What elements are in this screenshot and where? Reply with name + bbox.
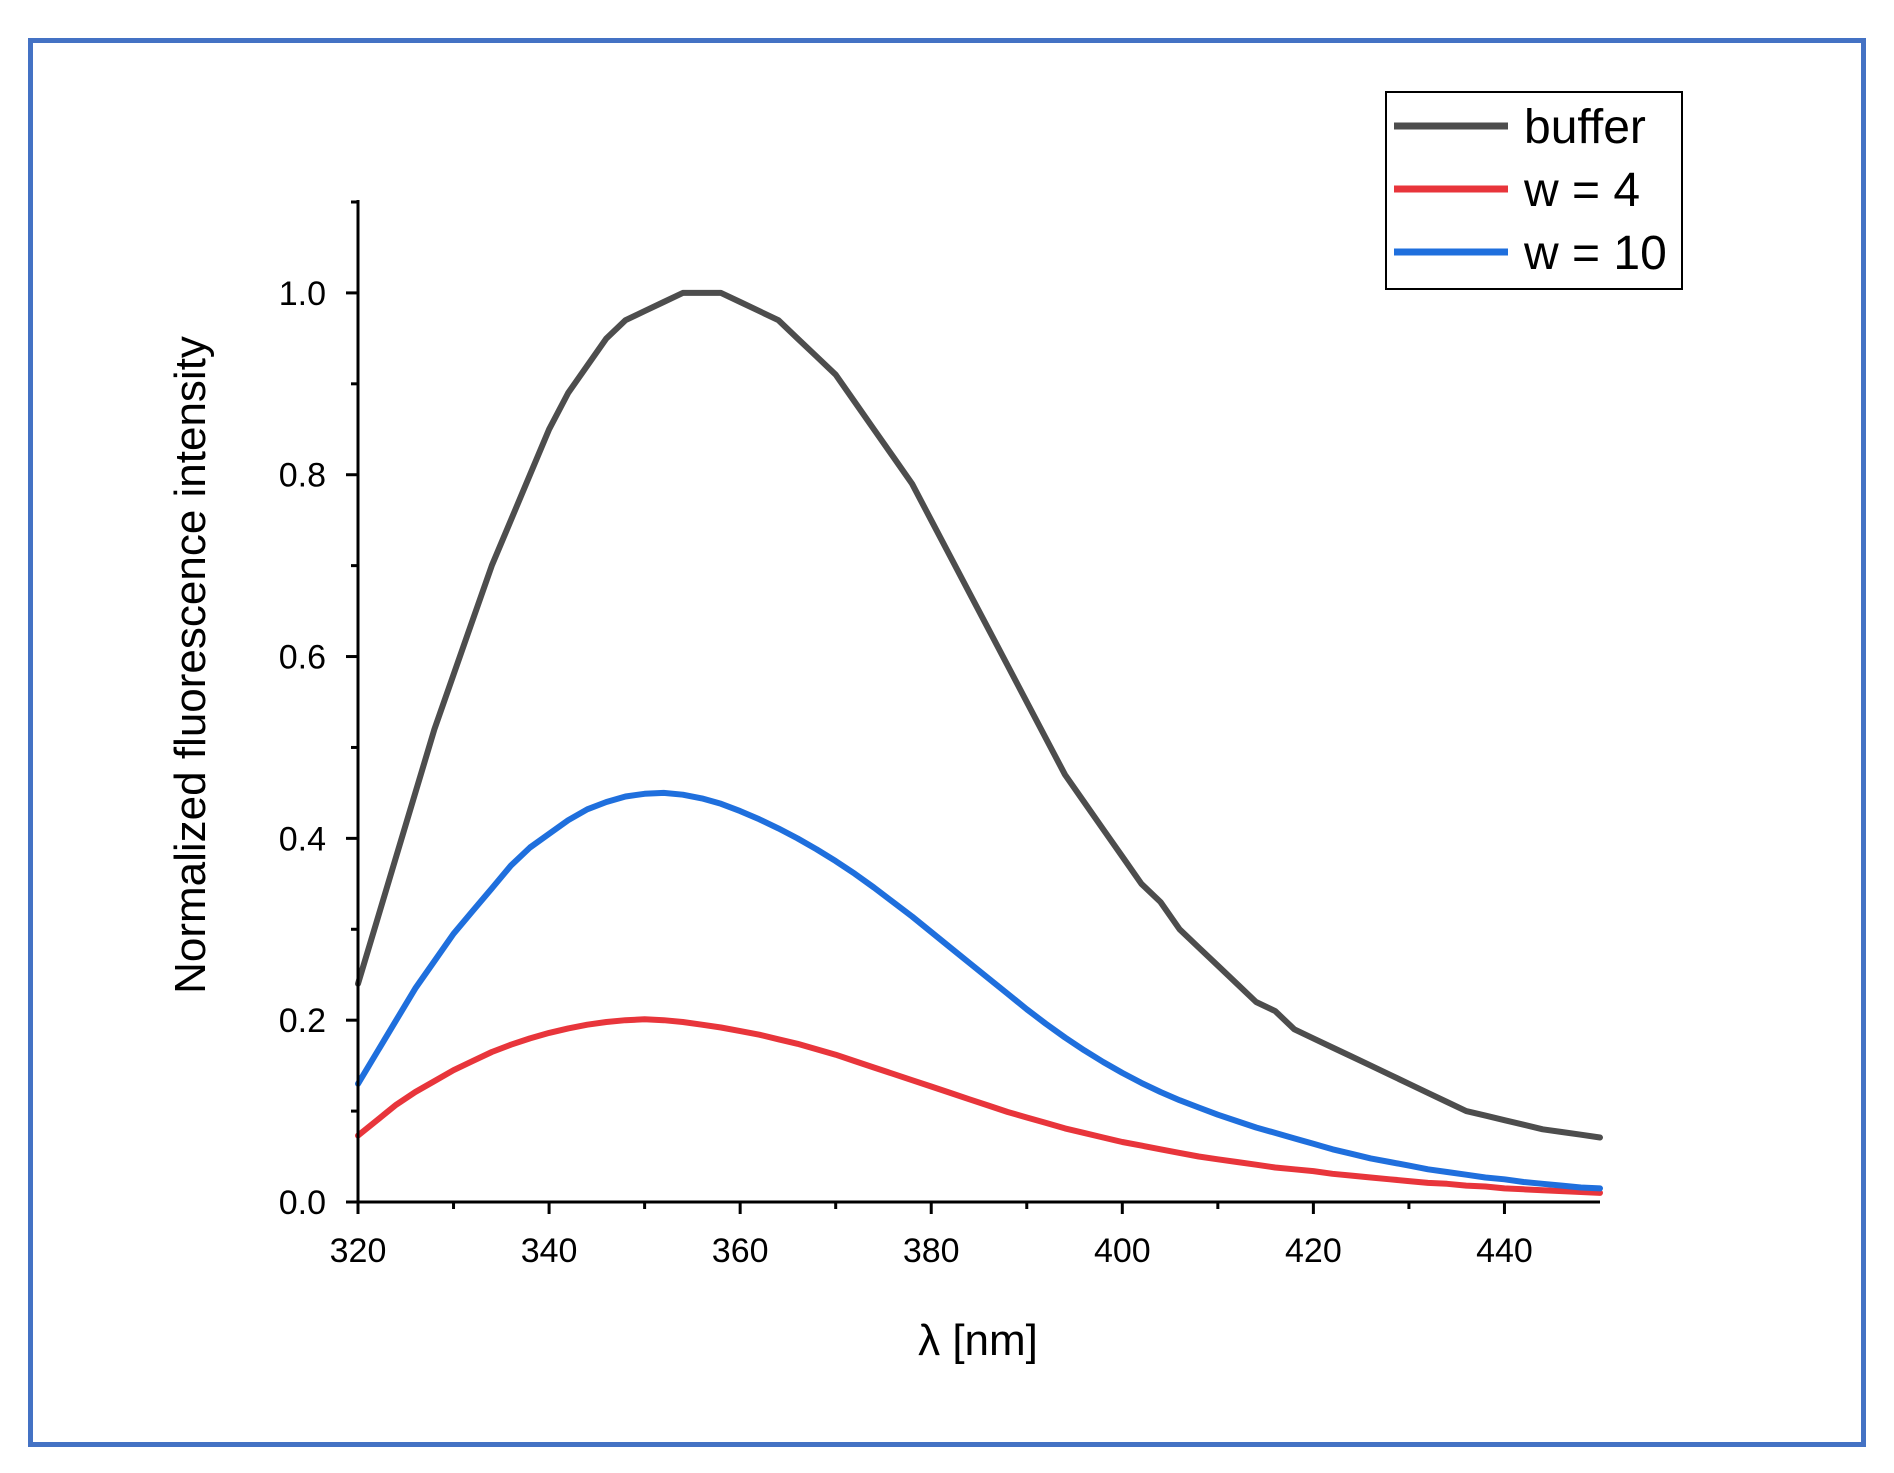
legend: buffer w = 4 w = 10 <box>1385 91 1683 290</box>
tick-layer: 320 340 360 380 400 420 440 0.0 0.2 0.4 0.6 0.8 1.0 <box>279 200 1533 1270</box>
series-line-0 <box>355 289 1603 1141</box>
x-tick-label: 400 <box>1094 1232 1151 1270</box>
axes-layer <box>356 200 1600 1204</box>
x-axis-title: λ [nm] <box>918 1316 1038 1365</box>
legend-label-0: buffer <box>1524 101 1646 154</box>
legend-label-2: w = 10 <box>1523 227 1667 280</box>
x-tick-label: 360 <box>712 1232 769 1270</box>
x-tick-label: 420 <box>1285 1232 1342 1270</box>
series-layer <box>355 289 1603 1196</box>
y-tick-label: 0.2 <box>279 1002 326 1040</box>
y-tick-label: 0.4 <box>279 820 326 858</box>
series-line-1 <box>355 1016 1603 1196</box>
y-tick-label: 0.0 <box>279 1184 326 1222</box>
legend-label-1: w = 4 <box>1523 164 1640 217</box>
y-tick-label: 0.6 <box>279 639 326 677</box>
x-tick-label: 380 <box>903 1232 960 1270</box>
y-tick-label: 1.0 <box>279 275 326 313</box>
y-tick-label: 0.8 <box>279 457 326 495</box>
figure-frame <box>28 38 1866 1447</box>
series-line-2 <box>355 789 1603 1192</box>
x-tick-label: 440 <box>1476 1232 1533 1270</box>
y-axis-title: Normalized fluorescence intensity <box>166 336 215 994</box>
x-tick-label: 340 <box>521 1232 578 1270</box>
x-tick-label: 320 <box>330 1232 387 1270</box>
